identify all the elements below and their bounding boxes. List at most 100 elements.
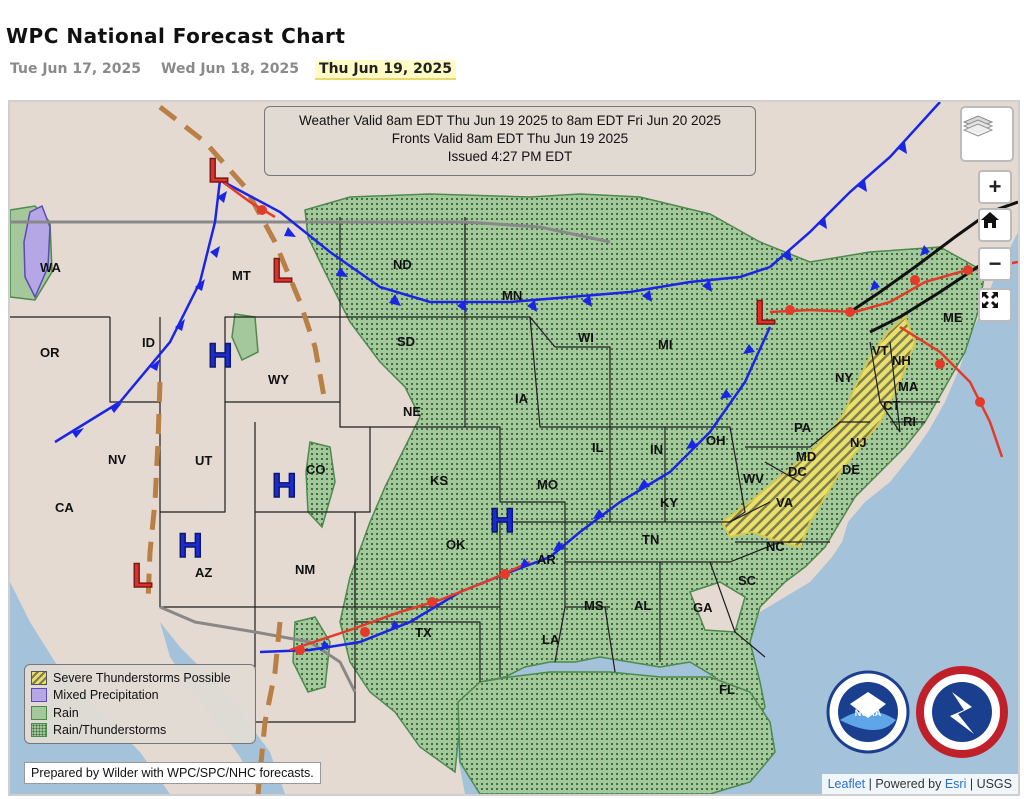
severe-thunderstorm-area	[720, 315, 917, 549]
state-label-ms: MS	[584, 598, 604, 613]
state-label-al: AL	[634, 598, 651, 613]
map-canvas: L L L L H H H H WA OR CA NV ID MT WY UT AZ CO NM ND…	[10, 102, 1018, 794]
home-icon	[981, 212, 999, 228]
warm-front-montana	[219, 178, 276, 219]
warm-front-coast	[899, 325, 1004, 458]
usgs-text: | USGS	[969, 777, 1012, 791]
layers-icon	[962, 115, 994, 137]
rain-area-nm	[292, 616, 331, 693]
state-label-co: CO	[306, 462, 326, 477]
warm-front-northeast	[769, 260, 1018, 314]
map-legend: Severe Thunderstorms Possible Mixed Prec…	[24, 664, 256, 744]
high-pressure-3: H	[178, 527, 203, 565]
valid-line-weather: Weather Valid 8am EDT Thu Jun 19 2025 to…	[299, 113, 721, 128]
state-label-nv: NV	[108, 452, 126, 467]
high-pressure-1: H	[208, 337, 233, 375]
fullscreen-icon	[982, 292, 998, 308]
state-label-mo: MO	[537, 477, 558, 492]
state-label-vt: VT	[872, 343, 889, 358]
esri-link[interactable]: Esri	[944, 777, 967, 791]
high-pressure-4: H	[490, 502, 515, 540]
state-label-ne: NE	[403, 404, 421, 419]
state-label-mi: MI	[658, 337, 672, 352]
rain-area-colorado	[305, 441, 336, 529]
valid-time-box: Weather Valid 8am EDT Thu Jun 19 2025 to…	[264, 106, 756, 176]
state-label-va: VA	[776, 495, 794, 510]
state-label-ct: CT	[883, 398, 900, 413]
powered-by-text: | Powered by	[868, 777, 942, 791]
state-label-or: OR	[40, 345, 60, 360]
state-label-ky: KY	[660, 495, 678, 510]
state-label-az: AZ	[195, 565, 212, 580]
state-label-nh: NH	[892, 353, 911, 368]
state-label-fl: FL	[719, 682, 735, 697]
legend-label-mixed: Mixed Precipitation	[53, 688, 159, 703]
low-pressure-2: L	[272, 252, 293, 290]
national-weather-service-logo	[916, 666, 1008, 758]
legend-label-severe: Severe Thunderstorms Possible	[53, 670, 231, 685]
state-label-nc: NC	[766, 539, 785, 554]
noaa-logo: NOAA	[826, 670, 910, 754]
map-attribution: Leaflet | Powered by Esri | USGS	[821, 774, 1018, 794]
forecast-map[interactable]: L L L L H H H H WA OR CA NV ID MT WY UT AZ CO NM ND…	[8, 100, 1020, 796]
state-label-in: IN	[650, 442, 663, 457]
cold-front-northwest	[54, 179, 222, 444]
us-mexico-border	[159, 605, 357, 693]
state-label-ia: IA	[515, 391, 529, 406]
date-tabs: Tue Jun 17, 2025 Wed Jun 18, 2025 Thu Ju…	[6, 60, 457, 80]
fullscreen-button[interactable]	[978, 288, 1012, 322]
zoom-in-button[interactable]: +	[978, 170, 1012, 204]
tab-tue[interactable]: Tue Jun 17, 2025	[10, 61, 142, 77]
tstorm-swatch	[31, 723, 47, 738]
mixed-swatch	[31, 688, 47, 703]
state-label-la: LA	[542, 632, 560, 647]
cold-front-canada	[769, 102, 941, 268]
tab-thu[interactable]: Thu Jun 19, 2025	[315, 60, 457, 80]
low-pressure-3: L	[755, 294, 776, 332]
layers-button[interactable]	[960, 106, 1014, 162]
zoom-out-button[interactable]: −	[978, 247, 1012, 281]
state-label-ga: GA	[693, 600, 713, 615]
state-label-nj: NJ	[850, 435, 867, 450]
state-label-mn: MN	[502, 288, 522, 303]
stationary-front-new-england	[869, 260, 986, 334]
state-label-tn: TN	[642, 532, 659, 547]
state-label-ks: KS	[430, 473, 448, 488]
legend-row-severe: Severe Thunderstorms Possible	[31, 669, 249, 687]
state-label-de: DE	[842, 462, 860, 477]
state-label-wa: WA	[40, 260, 62, 275]
severe-swatch	[31, 670, 47, 685]
high-pressure-2: H	[272, 467, 297, 505]
home-button[interactable]	[978, 208, 1012, 242]
rain-swatch	[31, 705, 47, 720]
trough-rockies	[158, 105, 328, 403]
legend-label-tstorm: Rain/Thunderstorms	[53, 723, 167, 738]
state-label-id: ID	[142, 335, 155, 350]
state-label-ut: UT	[195, 453, 212, 468]
cold-front-southern	[259, 326, 772, 654]
dry-area-georgia	[689, 581, 746, 633]
state-label-ca: CA	[55, 500, 74, 515]
warm-front-symbols	[257, 205, 985, 655]
warm-front-southern	[289, 560, 531, 652]
state-label-md: MD	[796, 449, 816, 464]
state-label-pa: PA	[794, 420, 812, 435]
state-label-ar: AR	[537, 552, 556, 567]
state-label-mt: MT	[232, 268, 251, 283]
valid-line-fronts: Fronts Valid 8am EDT Thu Jun 19 2025	[391, 131, 629, 146]
state-label-me: ME	[943, 310, 963, 325]
state-label-wy: WY	[268, 372, 289, 387]
state-label-ri: RI	[903, 414, 916, 429]
state-label-ma: MA	[898, 379, 919, 394]
legend-label-rain: Rain	[53, 705, 79, 720]
legend-row-tstorm: Rain/Thunderstorms	[31, 722, 249, 740]
tab-wed[interactable]: Wed Jun 18, 2025	[161, 61, 300, 77]
trough-west	[145, 381, 163, 603]
state-label-nd: ND	[393, 257, 412, 272]
svg-text:NOAA: NOAA	[855, 708, 882, 718]
leaflet-link[interactable]: Leaflet	[827, 777, 866, 791]
mixed-precip-area	[23, 204, 51, 299]
state-label-ny: NY	[835, 370, 853, 385]
state-label-wv: WV	[743, 471, 764, 486]
legend-row-mixed: Mixed Precipitation	[31, 687, 249, 705]
